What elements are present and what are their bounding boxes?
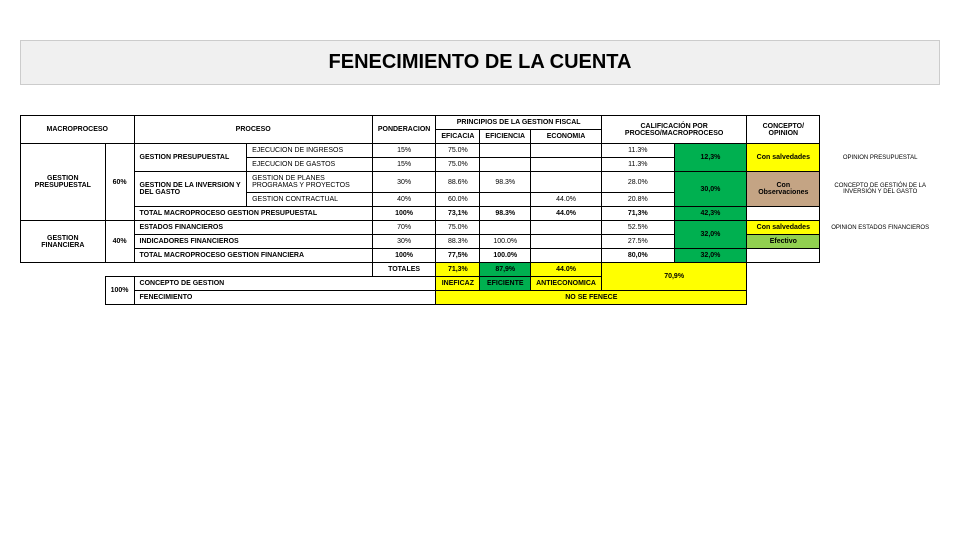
cell-gi-sub: GESTION DE LA INVERSION Y DEL GASTO bbox=[134, 172, 247, 207]
cell-totales: TOTALES bbox=[372, 263, 436, 277]
cell-concepto-gig: CONCEPTO DE GESTIÓN DE LA INVERSIÓN Y DE… bbox=[820, 172, 940, 207]
header-concepto: CONCEPTO/ OPINION bbox=[747, 116, 820, 144]
cell-ejec-ingresos: EJECUCION DE INGRESOS bbox=[247, 144, 373, 158]
cell-ef983-1: 98.3% bbox=[480, 172, 531, 193]
cell-e775: 77,5% bbox=[436, 249, 480, 263]
cell-c713: 71,3% bbox=[601, 207, 674, 221]
cell-e750-2: 75.0% bbox=[436, 158, 480, 172]
cell-pond-40: 40% bbox=[105, 221, 134, 263]
header-proceso: PROCESO bbox=[134, 116, 372, 144]
cell-c123: 12,3% bbox=[674, 144, 747, 172]
cell-pond-100: 100% bbox=[105, 277, 134, 305]
cell-p100-2: 100% bbox=[372, 249, 436, 263]
cell-c208: 20.8% bbox=[601, 193, 674, 207]
cell-c300: 30,0% bbox=[674, 172, 747, 207]
cell-e750-1: 75.0% bbox=[436, 144, 480, 158]
cell-estados-fin: ESTADOS FINANCIEROS bbox=[134, 221, 372, 235]
cell-c423: 42,3% bbox=[674, 207, 747, 221]
cell-e750-3: 75.0% bbox=[436, 221, 480, 235]
cell-opinion-presup: OPINION PRESUPUESTAL bbox=[820, 144, 940, 172]
header-eficacia: EFICACIA bbox=[436, 130, 480, 144]
page-title: FENECIMIENTO DE LA CUENTA bbox=[20, 40, 940, 85]
cell-indicadores: INDICADORES FINANCIEROS bbox=[134, 235, 372, 249]
cell-ineficaz: INEFICAZ bbox=[436, 277, 480, 291]
cell-c280: 28.0% bbox=[601, 172, 674, 193]
main-table: MACROPROCESO PROCESO PONDERACION PRINCIP… bbox=[20, 115, 940, 305]
header-calificacion: CALIFICACIÓN POR PROCESO/MACROPROCESO bbox=[601, 116, 746, 144]
header-eficiencia: EFICIENCIA bbox=[480, 130, 531, 144]
cell-c525: 52.5% bbox=[601, 221, 674, 235]
cell-ec440-2: 44.0% bbox=[531, 207, 602, 221]
cell-gestion-presupuestal: GESTION PRESUPUESTAL bbox=[21, 144, 106, 221]
header-ponderacion: PONDERACION bbox=[372, 116, 436, 144]
cell-con-salvedades-2: Con salvedades bbox=[747, 221, 820, 235]
cell-e600: 60.0% bbox=[436, 193, 480, 207]
cell-e883: 88.3% bbox=[436, 235, 480, 249]
cell-p30-2: 30% bbox=[372, 235, 436, 249]
cell-ef1000-2: 100.0% bbox=[480, 249, 531, 263]
cell-c113-2: 11.3% bbox=[601, 158, 674, 172]
cell-p100-1: 100% bbox=[372, 207, 436, 221]
cell-con-salvedades-1: Con salvedades bbox=[747, 144, 820, 172]
header-macroproceso: MACROPROCESO bbox=[21, 116, 135, 144]
cell-c275: 27.5% bbox=[601, 235, 674, 249]
header-principios: PRINCIPIOS DE LA GESTION FISCAL bbox=[436, 116, 602, 130]
cell-total-mp-gf: TOTAL MACROPROCESO GESTION FINANCIERA bbox=[134, 249, 372, 263]
cell-tot-879: 87,9% bbox=[480, 263, 531, 277]
cell-gestion-planes: GESTION DE PLANES PROGRAMAS Y PROYECTOS bbox=[247, 172, 373, 193]
cell-pond-60: 60% bbox=[105, 144, 134, 221]
cell-efectivo: Efectivo bbox=[747, 235, 820, 249]
cell-p15-2: 15% bbox=[372, 158, 436, 172]
cell-gp-sub: GESTION PRESUPUESTAL bbox=[134, 144, 247, 172]
cell-c320: 32,0% bbox=[674, 221, 747, 249]
cell-e886: 88.6% bbox=[436, 172, 480, 193]
cell-c800: 80,0% bbox=[601, 249, 674, 263]
cell-fenecimiento: FENECIMIENTO bbox=[134, 291, 436, 305]
cell-ejec-gastos: EJECUCION DE GASTOS bbox=[247, 158, 373, 172]
cell-ef983-2: 98.3% bbox=[480, 207, 531, 221]
cell-p70: 70% bbox=[372, 221, 436, 235]
cell-eficiente: EFICIENTE bbox=[480, 277, 531, 291]
cell-p30-1: 30% bbox=[372, 172, 436, 193]
cell-c320-2: 32,0% bbox=[674, 249, 747, 263]
cell-tot-713: 71,3% bbox=[436, 263, 480, 277]
cell-ef1000-1: 100.0% bbox=[480, 235, 531, 249]
cell-ec440-1: 44.0% bbox=[531, 193, 602, 207]
cell-opinion-ef: OPINION ESTADOS FINANCIEROS bbox=[820, 221, 940, 235]
cell-concepto-gestion: CONCEPTO DE GESTION bbox=[134, 277, 436, 291]
cell-c709: 70,9% bbox=[601, 263, 746, 291]
header-economia: ECONOMIA bbox=[531, 130, 602, 144]
cell-p40: 40% bbox=[372, 193, 436, 207]
cell-total-mp-gp: TOTAL MACROPROCESO GESTION PRESUPUESTAL bbox=[134, 207, 372, 221]
cell-con-obs: Con Observaciones bbox=[747, 172, 820, 207]
cell-e731: 73,1% bbox=[436, 207, 480, 221]
cell-antieconomica: ANTIECONOMICA bbox=[531, 277, 602, 291]
cell-gestion-contractual: GESTION CONTRACTUAL bbox=[247, 193, 373, 207]
cell-tot-440: 44.0% bbox=[531, 263, 602, 277]
cell-c113-1: 11.3% bbox=[601, 144, 674, 158]
cell-gestion-financiera: GESTION FINANCIERA bbox=[21, 221, 106, 263]
cell-nose: NO SE FENECE bbox=[436, 291, 747, 305]
cell-p15-1: 15% bbox=[372, 144, 436, 158]
